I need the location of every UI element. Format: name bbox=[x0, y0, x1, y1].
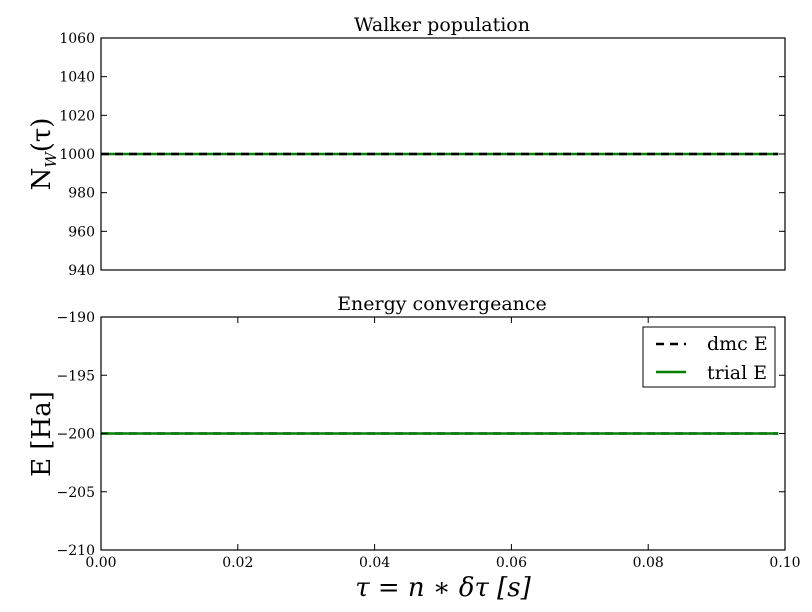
legend-label-trial-e: trial E bbox=[707, 362, 767, 384]
energy-convergence-plot: Energy convergeance −210 −205 −200 −195 −190… bbox=[27, 293, 801, 603]
x-tick-label: 0.04 bbox=[359, 555, 390, 571]
walker-y-tick-label: 1020 bbox=[59, 108, 95, 124]
x-tick-label: 0.10 bbox=[769, 555, 800, 571]
x-tick-label: 0.02 bbox=[222, 555, 253, 571]
energy-convergence-y-axis-label: E [Ha] bbox=[27, 391, 57, 477]
energy-y-tick-label: −210 bbox=[57, 543, 95, 559]
walker-population-plot: Walker population 940 960 980 1000 1020 1040 1… bbox=[27, 14, 786, 279]
walker-y-tick-label: 1040 bbox=[59, 70, 95, 86]
legend: dmc E trial E bbox=[642, 326, 776, 388]
x-tick-label: 0.08 bbox=[633, 555, 664, 571]
walker-population-y-axis-label: NW(τ) bbox=[27, 118, 60, 191]
legend-box bbox=[642, 326, 776, 388]
energy-convergence-x-ticks: 0.00 0.02 0.04 0.06 0.08 0.10 bbox=[85, 317, 801, 571]
x-tick-label: 0.06 bbox=[496, 555, 527, 571]
legend-label-dmc-e: dmc E bbox=[707, 333, 768, 355]
walker-y-tick-label: 1060 bbox=[59, 31, 95, 47]
energy-y-tick-label: −190 bbox=[57, 310, 95, 326]
walker-y-tick-label: 980 bbox=[68, 186, 95, 202]
energy-convergence-y-ticks: −210 −205 −200 −195 −190 bbox=[57, 310, 785, 559]
x-tick-label: 0.00 bbox=[85, 555, 116, 571]
walker-y-tick-label: 960 bbox=[68, 224, 95, 240]
energy-y-tick-label: −205 bbox=[57, 485, 95, 501]
walker-population-y-ticks: 940 960 980 1000 1020 1040 1060 bbox=[59, 31, 785, 279]
x-axis-label: τ = n ∗ δτ [s] bbox=[355, 573, 531, 603]
plot-title-walker-population: Walker population bbox=[354, 14, 530, 36]
walker-y-tick-label: 1000 bbox=[59, 147, 95, 163]
energy-y-tick-label: −200 bbox=[57, 427, 95, 443]
plot-title-energy-convergence: Energy convergeance bbox=[337, 293, 547, 315]
energy-y-tick-label: −195 bbox=[57, 368, 95, 384]
walker-y-tick-label: 940 bbox=[68, 263, 95, 279]
